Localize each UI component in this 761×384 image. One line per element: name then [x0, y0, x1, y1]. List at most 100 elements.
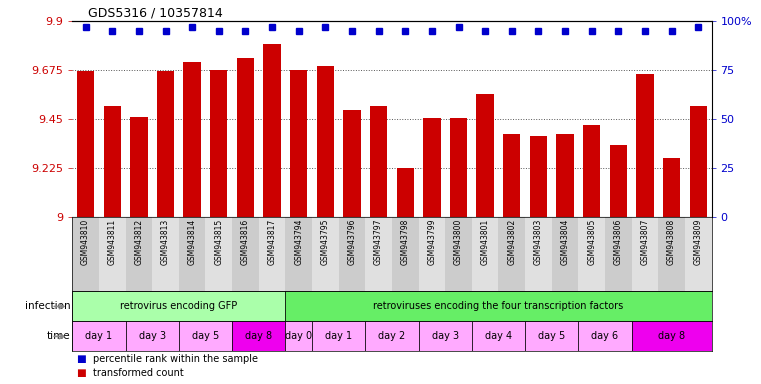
Text: GSM943802: GSM943802	[508, 219, 516, 265]
Text: ■: ■	[76, 354, 86, 364]
Bar	[126, 217, 152, 291]
Text: day 6: day 6	[591, 331, 619, 341]
Text: retrovirus encoding GFP: retrovirus encoding GFP	[120, 301, 237, 311]
Bar	[72, 291, 285, 321]
Bar	[312, 321, 365, 351]
Bar	[689, 106, 707, 217]
Bar	[370, 106, 387, 217]
Text: day 3: day 3	[139, 331, 166, 341]
Bar	[285, 217, 312, 291]
Text: ■: ■	[76, 368, 86, 378]
Text: percentile rank within the sample: percentile rank within the sample	[93, 354, 258, 364]
Bar	[312, 217, 339, 291]
Bar	[317, 66, 334, 217]
Text: day 8: day 8	[245, 331, 272, 341]
Bar	[232, 321, 285, 351]
Bar	[445, 217, 472, 291]
Text: GSM943805: GSM943805	[587, 219, 596, 265]
Bar	[205, 217, 232, 291]
Bar	[179, 217, 205, 291]
Text: GSM943807: GSM943807	[641, 219, 649, 265]
Text: GSM943795: GSM943795	[321, 219, 330, 265]
Text: GSM943803: GSM943803	[534, 219, 543, 265]
Text: day 0: day 0	[285, 331, 312, 341]
Text: GSM943798: GSM943798	[401, 219, 409, 265]
Text: GSM943810: GSM943810	[81, 219, 90, 265]
Bar	[285, 321, 312, 351]
Text: GDS5316 / 10357814: GDS5316 / 10357814	[88, 6, 222, 19]
Bar	[525, 217, 552, 291]
Text: retroviruses encoding the four transcription factors: retroviruses encoding the four transcrip…	[374, 301, 623, 311]
Text: GSM943817: GSM943817	[268, 219, 276, 265]
Text: transformed count: transformed count	[93, 368, 183, 378]
Text: day 1: day 1	[85, 331, 113, 341]
Text: day 5: day 5	[538, 331, 565, 341]
Bar	[610, 145, 627, 217]
Bar	[237, 58, 254, 217]
Text: GSM943801: GSM943801	[481, 219, 489, 265]
Bar	[103, 106, 121, 217]
Bar	[99, 217, 126, 291]
Text: day 8: day 8	[658, 331, 685, 341]
Bar	[419, 321, 472, 351]
Bar	[290, 70, 307, 217]
Bar	[632, 321, 712, 351]
Text: day 2: day 2	[378, 331, 406, 341]
Text: time: time	[47, 331, 71, 341]
Text: GSM943794: GSM943794	[295, 219, 303, 265]
Bar	[365, 321, 419, 351]
Text: GSM943797: GSM943797	[374, 219, 383, 265]
Bar	[263, 44, 281, 217]
Bar	[343, 110, 361, 217]
Bar	[232, 217, 259, 291]
Bar	[583, 125, 600, 217]
Bar	[72, 217, 99, 291]
Text: GSM943815: GSM943815	[215, 219, 223, 265]
Text: GSM943814: GSM943814	[188, 219, 196, 265]
Text: GSM943812: GSM943812	[135, 219, 143, 265]
Bar	[396, 168, 414, 217]
Bar	[77, 71, 94, 217]
Text: GSM943799: GSM943799	[428, 219, 436, 265]
Text: infection: infection	[25, 301, 71, 311]
Bar	[578, 321, 632, 351]
Bar	[663, 158, 680, 217]
Bar	[419, 217, 445, 291]
Bar	[130, 117, 148, 217]
Bar	[259, 217, 285, 291]
Text: day 5: day 5	[192, 331, 219, 341]
Bar	[183, 62, 201, 217]
Text: GSM943804: GSM943804	[561, 219, 569, 265]
Bar	[578, 217, 605, 291]
Text: day 1: day 1	[325, 331, 352, 341]
Bar	[179, 321, 232, 351]
Bar	[210, 70, 228, 217]
Bar	[685, 217, 712, 291]
Bar	[157, 71, 174, 217]
Text: GSM943809: GSM943809	[694, 219, 702, 265]
Bar	[632, 217, 658, 291]
Bar	[476, 94, 494, 217]
Text: day 4: day 4	[485, 331, 512, 341]
Text: GSM943813: GSM943813	[161, 219, 170, 265]
Text: GSM943800: GSM943800	[454, 219, 463, 265]
Text: GSM943808: GSM943808	[667, 219, 676, 265]
Bar	[498, 217, 525, 291]
Bar	[503, 134, 521, 217]
Text: GSM943816: GSM943816	[241, 219, 250, 265]
Text: GSM943806: GSM943806	[614, 219, 622, 265]
Bar	[556, 134, 574, 217]
Text: GSM943796: GSM943796	[348, 219, 356, 265]
Bar	[530, 136, 547, 217]
Bar	[472, 217, 498, 291]
Bar	[658, 217, 685, 291]
Bar	[152, 217, 179, 291]
Bar	[72, 321, 126, 351]
Text: day 3: day 3	[431, 331, 459, 341]
Bar	[392, 217, 419, 291]
Bar	[126, 321, 179, 351]
Bar	[450, 118, 467, 217]
Bar	[365, 217, 392, 291]
Bar	[285, 291, 712, 321]
Bar	[339, 217, 365, 291]
